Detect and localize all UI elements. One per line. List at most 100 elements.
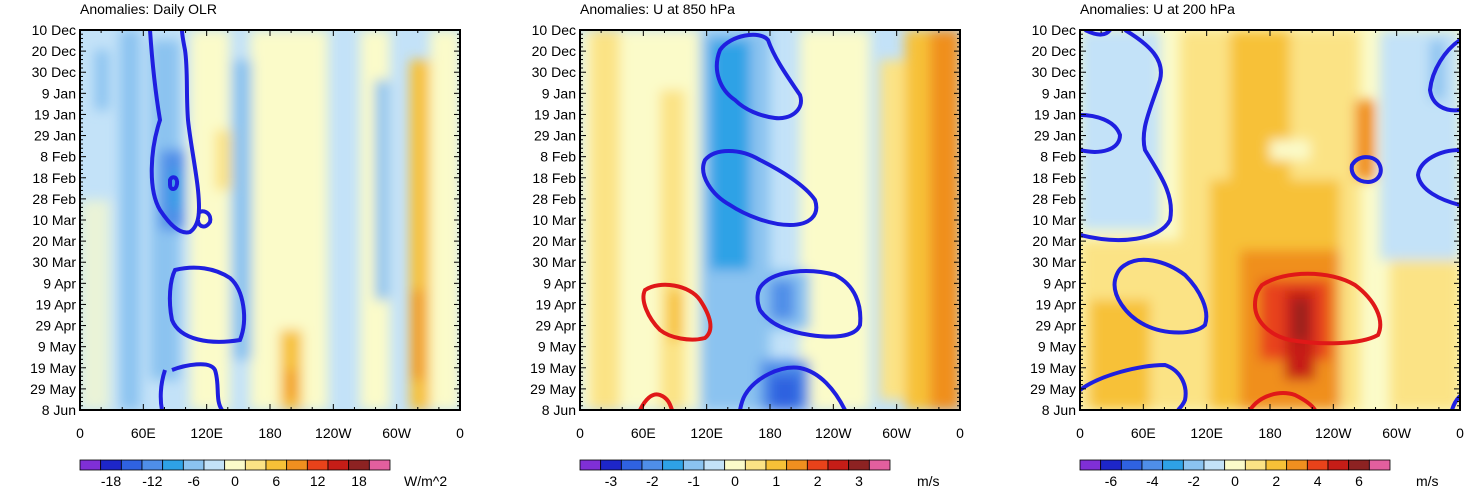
y-tick-label: 29 Apr [1036,318,1077,334]
y-tick-label: 8 Feb [1040,149,1076,165]
panel-u200-colorbar: -6 -4 -2 0 2 4 6 [1079,459,1391,489]
panel-u850-colorbar: -3 -2 -1 0 1 2 3 [579,459,891,489]
colorbar-box [1141,459,1164,471]
y-tick-label: 29 May [530,381,576,397]
y-tick-label: 29 May [1030,381,1076,397]
y-tick-label: 10 Mar [532,212,576,228]
colorbar-box [1224,459,1246,471]
colorbar-label: 0 [731,473,739,489]
panel-u200-title: Anomalies: U at 200 hPa [1080,1,1235,17]
panel-u200-units: m/s [1416,473,1439,489]
colorbar-box [1368,459,1391,471]
panel-u850: Anomalies: U at 850 hPa [530,1,964,489]
x-tick-label: 0 [76,425,84,441]
colorbar-label: 12 [310,473,326,489]
colorbar-box [244,459,267,471]
colorbar-box [662,459,684,471]
colorbar-box [224,459,246,471]
colorbar-label: -12 [142,473,162,489]
x-tick-label: 60W [382,425,412,441]
y-tick-label: 9 Apr [543,275,576,291]
y-tick-label: 28 Feb [532,191,576,207]
y-tick-label: 29 Jan [1034,128,1076,144]
y-tick-label: 20 Mar [1032,233,1076,249]
colorbar-label: 18 [351,473,367,489]
colorbar-box [1079,459,1102,471]
colorbar-label: 3 [855,473,863,489]
colorbar-box [306,459,329,471]
y-tick-label: 18 Feb [32,170,76,186]
colorbar-label: 6 [1355,473,1363,489]
y-tick-label: 30 Mar [1032,254,1076,270]
colorbar-label: -2 [646,473,659,489]
colorbar-label: -2 [1187,473,1200,489]
colorbar-box [806,459,829,471]
x-tick-label: 60E [131,425,156,441]
y-tick-label: 30 Dec [32,64,76,80]
colorbar-box [1120,459,1143,471]
y-tick-label: 8 Jun [542,402,576,418]
y-tick-label: 28 Feb [32,191,76,207]
panel-u850-contours [638,32,863,410]
colorbar-label: 6 [272,473,280,489]
panel-u200-field [1080,30,1460,410]
colorbar-box [1348,459,1370,471]
y-tick-label: 9 May [538,339,576,355]
panel-u850-field [580,30,960,410]
x-tick-label: 120W [815,425,852,441]
y-tick-label: 19 May [30,360,76,376]
y-tick-label: 29 May [30,381,76,397]
x-tick-label: 60W [1382,425,1412,441]
colorbar-box [1306,459,1329,471]
y-tick-label: 9 May [38,339,76,355]
x-tick-label: 120E [1190,425,1223,441]
panel-u200: Anomalies: U at 200 hPa [1030,1,1464,489]
y-tick-label: 19 Apr [1036,296,1077,312]
colorbar-label: -6 [187,473,200,489]
y-tick-label: 29 Apr [36,318,77,334]
colorbar-box [79,459,102,471]
colorbar-box [827,459,850,471]
y-tick-label: 9 May [1038,339,1076,355]
y-tick-label: 20 Mar [32,233,76,249]
colorbar-box [1265,459,1288,471]
y-tick-label: 29 Apr [536,318,577,334]
x-tick-label: 120W [315,425,352,441]
x-tick-label: 120E [190,425,223,441]
colorbar-box [1327,459,1350,471]
x-tick-label: 60E [631,425,656,441]
colorbar-box [620,459,643,471]
y-tick-label: 9 Apr [43,275,76,291]
panel-olr-field [80,30,460,410]
y-tick-label: 19 Jan [1034,106,1076,122]
y-tick-label: 20 Dec [32,43,76,59]
colorbar-box [1182,459,1205,471]
colorbar-label: 2 [814,473,822,489]
colorbar-box [100,459,122,471]
y-tick-label: 30 Mar [32,254,76,270]
y-tick-label: 28 Feb [1032,191,1076,207]
colorbar-box [1244,459,1267,471]
panel-u200-x-ticks: 0 60E 120E 180 120W 60W 0 [1076,30,1464,441]
panel-u200-y-ticks: 10 Dec 20 Dec 30 Dec 9 Jan 19 Jan 29 Jan 8 Feb… [1030,22,1460,418]
y-tick-label: 8 Jun [1042,402,1076,418]
x-tick-label: 60W [882,425,912,441]
colorbar-box [1100,459,1122,471]
y-tick-label: 9 Apr [1043,275,1076,291]
y-tick-label: 29 Jan [534,128,576,144]
panel-olr-title: Anomalies: Daily OLR [80,1,217,17]
panel-u200-contours [1080,30,1460,410]
colorbar-box [744,459,767,471]
x-tick-label: 0 [1076,425,1084,441]
x-tick-label: 180 [758,425,782,441]
y-tick-label: 8 Feb [540,149,576,165]
colorbar-box [1162,459,1184,471]
colorbar-label: 0 [1231,473,1239,489]
y-tick-label: 18 Feb [532,170,576,186]
x-tick-label: 0 [456,425,464,441]
y-tick-label: 19 May [1030,360,1076,376]
colorbar-box [786,459,808,471]
colorbar-box [765,459,788,471]
colorbar-box [182,459,205,471]
x-tick-label: 0 [1456,425,1464,441]
